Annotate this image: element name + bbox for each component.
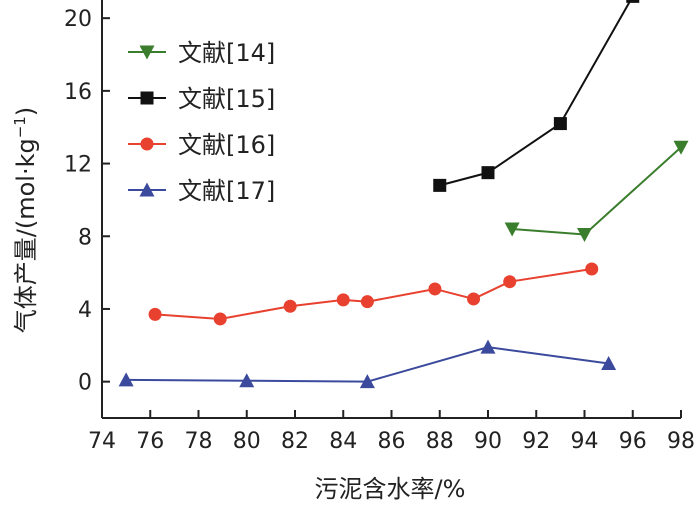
data-point <box>336 293 350 307</box>
data-point <box>433 178 447 192</box>
data-point <box>118 372 134 387</box>
x-tick-label: 94 <box>571 429 599 454</box>
x-tick-label: 78 <box>185 429 213 454</box>
legend-marker <box>140 91 154 105</box>
legend-item: 文献[16] <box>128 131 275 159</box>
x-tick-label: 74 <box>88 429 116 454</box>
data-point <box>553 117 567 131</box>
data-point <box>480 339 496 354</box>
data-point <box>428 282 442 296</box>
legend-item: 文献[17] <box>128 177 275 205</box>
x-tick-label: 76 <box>136 429 164 454</box>
data-point <box>360 295 374 309</box>
data-point <box>577 227 592 242</box>
series-1 <box>504 140 689 242</box>
legend-marker <box>139 45 155 60</box>
legend-item: 文献[15] <box>128 85 275 113</box>
x-tick-label: 88 <box>426 429 454 454</box>
x-tick-label: 90 <box>474 429 502 454</box>
legend-marker <box>139 182 155 197</box>
series-line <box>512 146 682 236</box>
x-tick-label: 82 <box>281 429 309 454</box>
series-3 <box>148 262 599 326</box>
y-axis-title-sup: −1 <box>11 116 29 138</box>
data-point <box>673 140 689 155</box>
legend-label: 文献[16] <box>178 131 275 159</box>
y-tick-label: 0 <box>78 371 92 396</box>
data-point <box>467 292 481 306</box>
legend-label: 文献[14] <box>178 39 275 67</box>
x-tick-label: 98 <box>667 429 695 454</box>
x-tick-label: 80 <box>233 429 261 454</box>
legend-label: 文献[17] <box>178 177 275 205</box>
y-tick-label: 16 <box>64 80 92 105</box>
data-point <box>601 355 617 370</box>
x-tick-label: 86 <box>378 429 406 454</box>
y-tick-label: 12 <box>64 153 92 178</box>
series-line <box>439 0 632 187</box>
data-point <box>626 0 640 3</box>
y-axis-title-main: 气体产量/(mol·kg <box>12 138 40 333</box>
x-tick-label: 96 <box>619 429 647 454</box>
series-4 <box>118 339 617 389</box>
data-point <box>585 262 599 276</box>
y-tick-label: 20 <box>64 7 92 32</box>
data-point <box>283 299 297 313</box>
series-line <box>155 267 592 320</box>
x-axis-title: 污泥含水率/% <box>315 475 466 503</box>
y-tick-label: 8 <box>78 225 92 250</box>
series <box>118 0 689 389</box>
data-point <box>213 312 227 326</box>
data-point <box>359 374 375 389</box>
data-point <box>148 307 162 321</box>
data-point <box>239 373 255 388</box>
y-axis-title-close: ) <box>12 107 40 116</box>
data-point <box>503 275 517 289</box>
series-2 <box>433 0 640 192</box>
legend-label: 文献[15] <box>178 85 275 113</box>
data-point <box>504 222 520 237</box>
y-axis-title: 气体产量/(mol·kg−1) <box>11 107 40 333</box>
legend-item: 文献[14] <box>128 39 275 67</box>
y-tick-label: 4 <box>78 298 92 323</box>
data-point <box>481 166 495 180</box>
ticks: 74 76 78 80 82 84 86 88 90 92 94 96 98 0 4 8 12 16 20 <box>64 7 695 454</box>
x-tick-label: 84 <box>329 429 357 454</box>
legend: 文献[14] 文献[15] 文献[16] 文献[17] <box>128 39 275 205</box>
x-tick-label: 92 <box>522 429 550 454</box>
legend-marker <box>140 137 154 151</box>
